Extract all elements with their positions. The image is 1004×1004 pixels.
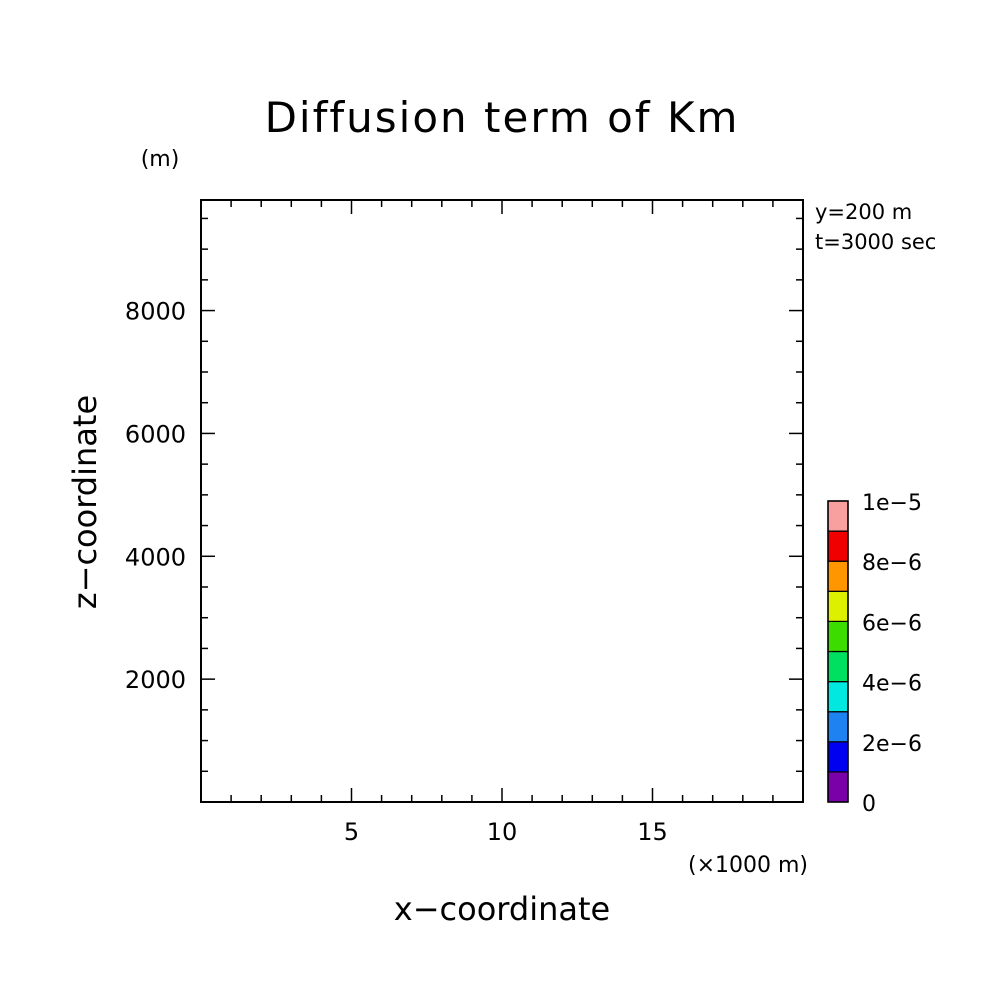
- colorbar-labels: 0 2e−6 4e−6 6e−6 8e−6 1e−5: [862, 491, 922, 817]
- colorbar-frame: [827, 500, 849, 803]
- x-tick-labels: 5 10 15: [344, 818, 668, 846]
- x-unit-label: (×1000 m): [688, 853, 808, 878]
- colorbar-segment: [827, 620, 849, 653]
- y-axis-label: z−coordinate: [66, 395, 104, 609]
- x-axis-label: x−coordinate: [394, 890, 610, 928]
- colorbar: [827, 500, 849, 803]
- y-tick-label: 6000: [125, 420, 186, 448]
- colorbar-label: 6e−6: [862, 611, 922, 636]
- colorbar-label: 2e−6: [862, 732, 922, 757]
- colorbar-label: 1e−5: [862, 491, 922, 516]
- y-tick-label: 8000: [125, 298, 186, 326]
- colorbar-label: 0: [862, 792, 876, 817]
- colorbar-segment: [827, 741, 849, 773]
- y-unit-label: (m): [141, 147, 180, 172]
- colorbar-segment: [827, 771, 849, 803]
- colorbar-segment: [827, 590, 849, 622]
- colorbar-segment: [827, 560, 849, 592]
- colorbar-label: 4e−6: [862, 672, 922, 697]
- x-tick-label: 15: [637, 818, 668, 846]
- info-line-y: y=200 m: [815, 200, 912, 224]
- plot-area: [200, 199, 804, 803]
- colorbar-segment: [827, 500, 849, 532]
- x-tick-label: 5: [344, 818, 359, 846]
- colorbar-segment: [827, 680, 849, 713]
- chart-title: Diffusion term of Km: [265, 93, 740, 142]
- colorbar-segment: [827, 650, 849, 683]
- info-line-t: t=3000 sec: [815, 230, 936, 254]
- x-tick-label: 10: [487, 818, 518, 846]
- y-tick-label: 2000: [125, 666, 186, 694]
- y-tick-labels: 2000 4000 6000 8000: [125, 298, 186, 695]
- colorbar-segment: [827, 530, 849, 562]
- colorbar-label: 8e−6: [862, 551, 922, 576]
- axis-ticks: [201, 200, 803, 802]
- y-tick-label: 4000: [125, 543, 186, 571]
- colorbar-segment: [827, 711, 849, 743]
